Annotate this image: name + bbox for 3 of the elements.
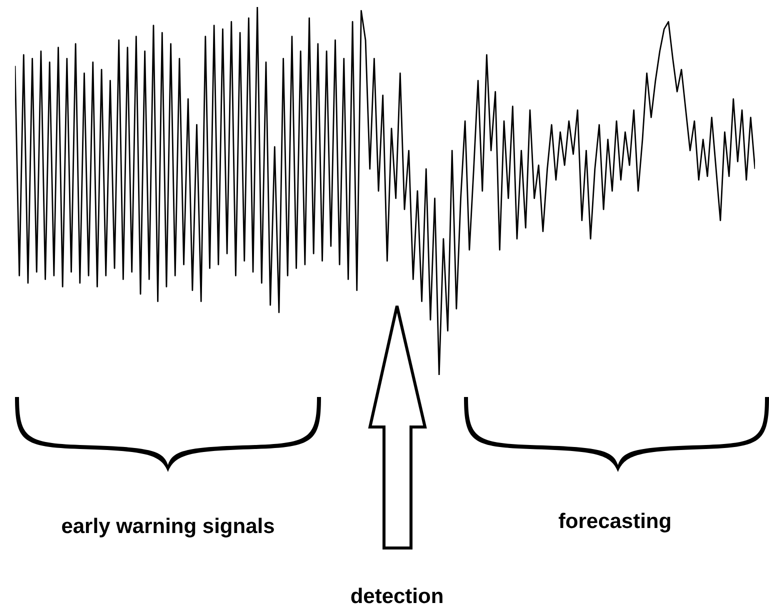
text: detection	[350, 585, 444, 609]
text: forecasting	[558, 510, 672, 534]
text: early warning signals	[61, 515, 275, 539]
